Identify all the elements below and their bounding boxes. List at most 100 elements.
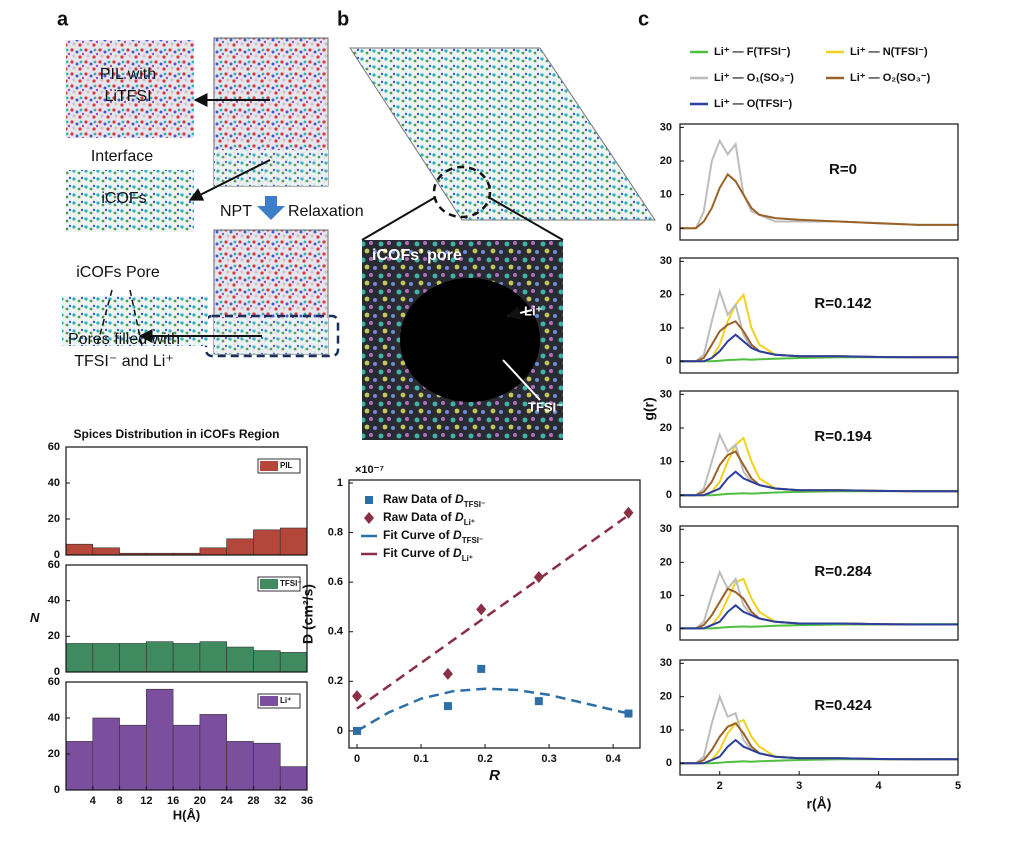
y-tick-label: 30 xyxy=(660,523,672,535)
bar xyxy=(146,688,174,791)
y-tick-label: 0 xyxy=(666,489,672,501)
y-tick-label: 20 xyxy=(660,556,672,568)
chart-title: Spices Distribution in iCOFs Region xyxy=(73,427,279,441)
y-tick-label: 0.2 xyxy=(328,675,343,687)
y-tick-label: 0 xyxy=(54,549,60,561)
y-tick-label: 0 xyxy=(337,725,343,737)
bar xyxy=(172,724,201,791)
legend-text: Raw Data of xyxy=(383,492,455,506)
legend-label: Fit Curve of DLi⁺ xyxy=(383,546,473,562)
arrow xyxy=(506,306,533,320)
label: TFSI⁻ xyxy=(528,399,563,414)
subplot-title: R=0 xyxy=(829,161,857,178)
y-tick-label: 10 xyxy=(660,322,672,334)
x-tick-label: 0.4 xyxy=(605,753,621,765)
point xyxy=(352,690,363,703)
legend-label: Li⁺ — O₁(SO₃⁻) xyxy=(714,72,794,84)
axes-box xyxy=(65,681,308,791)
panel-label: a xyxy=(57,8,69,30)
bar xyxy=(279,527,308,556)
point xyxy=(623,506,634,519)
bar xyxy=(226,538,254,556)
legend-label: Li⁺ xyxy=(280,696,291,705)
y-tick-label: 20 xyxy=(660,691,672,703)
zoom-line xyxy=(489,197,564,241)
y-axis-label: g(r) xyxy=(641,397,657,420)
y-axis-label: N xyxy=(30,610,40,625)
y-tick-label: 30 xyxy=(660,657,672,669)
bar xyxy=(172,643,201,673)
y-tick-label: 0 xyxy=(666,355,672,367)
legend-subscript: Li⁺ xyxy=(462,554,473,563)
gr-line xyxy=(680,718,958,765)
gr-line xyxy=(680,470,958,497)
label: Pores filled with xyxy=(68,331,180,348)
x-axis-label: R xyxy=(489,767,500,784)
gr-line xyxy=(680,172,958,230)
x-axis-label: r(Å) xyxy=(807,796,832,812)
axes-box xyxy=(679,257,959,374)
point xyxy=(353,726,362,735)
axes-box xyxy=(348,479,641,749)
bar xyxy=(279,766,308,791)
subplot-title: R=0.424 xyxy=(814,697,872,714)
point xyxy=(477,664,486,673)
pore-circle xyxy=(432,165,492,219)
panel-b-images xyxy=(349,47,656,440)
fit-line xyxy=(356,514,630,710)
bar xyxy=(119,724,147,791)
bar xyxy=(92,547,120,556)
gr-line xyxy=(680,587,958,630)
pore-image xyxy=(62,296,208,346)
legend-text: Raw Data of xyxy=(383,510,455,524)
legend-symbol: D xyxy=(453,546,462,560)
legend-label: TFSI⁻ xyxy=(280,579,302,588)
y-tick-label: 0 xyxy=(54,666,60,678)
point xyxy=(443,702,452,711)
x-tick-label: 0.2 xyxy=(477,753,492,765)
x-tick-label: 0 xyxy=(354,753,360,765)
gr-line xyxy=(680,450,958,497)
legend-label: Li⁺ — F(TFSI⁻) xyxy=(714,46,791,58)
x-tick-label: 0.3 xyxy=(541,753,556,765)
axes-box xyxy=(679,123,959,241)
legend-label: Li⁺ — O₂(SO₃⁻) xyxy=(850,72,931,84)
axes-box xyxy=(679,659,959,776)
bar xyxy=(119,643,147,673)
y-tick-label: 0 xyxy=(666,757,672,769)
y-tick-label: 60 xyxy=(48,441,60,453)
relax-arrow xyxy=(257,196,285,220)
x-tick-label: 0.1 xyxy=(413,753,428,765)
y-tick-label: 30 xyxy=(660,255,672,267)
y-tick-label: 60 xyxy=(48,559,60,571)
y-tick-label: 20 xyxy=(48,748,60,760)
legend-label: Li⁺ — N(TFSI⁻) xyxy=(850,46,928,58)
label: Interface xyxy=(91,148,153,165)
zoom-line xyxy=(361,197,435,241)
legend-text: Fit Curve of xyxy=(383,528,453,542)
box-before-cof xyxy=(214,150,328,186)
bar xyxy=(253,529,281,556)
y-tick-label: 0 xyxy=(666,622,672,634)
y-tick-label: 20 xyxy=(660,155,672,167)
x-tick-label: 8 xyxy=(116,795,122,807)
y-tick-label: 10 xyxy=(660,456,672,468)
point xyxy=(476,603,487,616)
axes-box xyxy=(65,564,308,673)
bar xyxy=(279,652,308,673)
bar xyxy=(226,646,254,673)
y-tick-label: 0.8 xyxy=(328,526,343,538)
y-tick-label: 0 xyxy=(54,784,60,796)
fit-line xyxy=(356,687,629,732)
y-tick-label: 40 xyxy=(48,477,60,489)
legend-swatch xyxy=(260,696,278,706)
legend-subscript: Li⁺ xyxy=(464,518,475,527)
y-tick-label: 40 xyxy=(48,595,60,607)
gr-line xyxy=(680,333,958,363)
y-tick-label: 40 xyxy=(48,712,60,724)
subplot-title: R=0.194 xyxy=(814,428,872,445)
point xyxy=(624,709,633,718)
bar xyxy=(253,742,281,791)
y-tick-label: 10 xyxy=(660,724,672,736)
